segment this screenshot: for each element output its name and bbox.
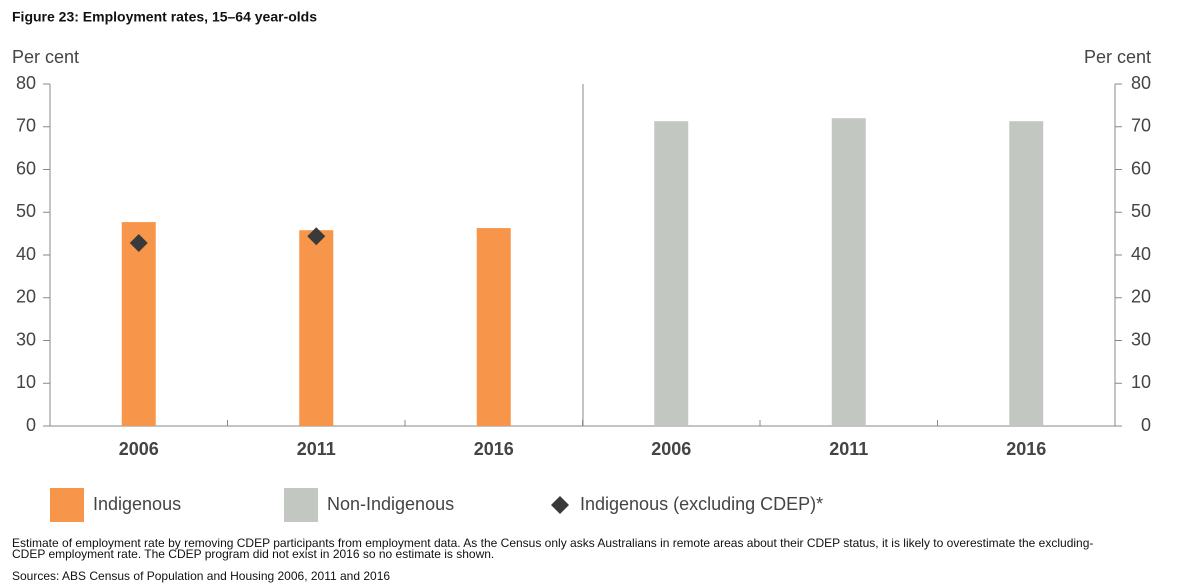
y2-tick-label: 60 <box>1131 158 1151 178</box>
marker <box>307 227 326 246</box>
bar <box>299 230 334 426</box>
y-axis-label: Per cent <box>12 47 79 67</box>
x-tick-label: 2006 <box>651 439 691 459</box>
y2-tick-label: 40 <box>1131 244 1151 264</box>
y-tick-label: 70 <box>16 116 36 136</box>
legend-swatch <box>551 496 569 514</box>
bar <box>654 121 689 426</box>
y-tick-label: 80 <box>16 73 36 93</box>
x-tick-label: 2006 <box>119 439 159 459</box>
y-tick-label: 60 <box>16 158 36 178</box>
bar <box>476 228 511 426</box>
y2-tick-label: 70 <box>1131 116 1151 136</box>
legend-swatch <box>50 488 84 522</box>
y2-axis-label: Per cent <box>1084 47 1151 67</box>
y-tick-label: 0 <box>26 415 36 435</box>
y2-tick-label: 10 <box>1131 372 1151 392</box>
y2-tick-label: 0 <box>1141 415 1151 435</box>
y2-tick-label: 30 <box>1131 329 1151 349</box>
y-tick-label: 10 <box>16 372 36 392</box>
legend-label: Indigenous <box>93 494 181 514</box>
y2-tick-label: 20 <box>1131 287 1151 307</box>
y2-tick-label: 50 <box>1131 201 1151 221</box>
legend-label: Non-Indigenous <box>327 494 454 514</box>
x-tick-label: 2016 <box>474 439 514 459</box>
y-tick-label: 30 <box>16 329 36 349</box>
source: Sources: ABS Census of Population and Ho… <box>12 569 391 583</box>
footnote: Estimate of employment rate by removing … <box>12 536 1094 561</box>
x-tick-label: 2011 <box>297 439 336 459</box>
chart-title: Figure 23: Employment rates, 15–64 year-… <box>12 9 317 25</box>
legend-label: Indigenous (excluding CDEP)* <box>580 494 823 514</box>
bar <box>1009 121 1044 426</box>
bar <box>121 222 156 426</box>
y-tick-label: 50 <box>16 201 36 221</box>
legend-swatch <box>284 488 318 522</box>
marker <box>129 234 148 253</box>
x-tick-label: 2016 <box>1006 439 1046 459</box>
bar <box>831 118 866 426</box>
y-tick-label: 20 <box>16 287 36 307</box>
y-tick-label: 40 <box>16 244 36 264</box>
y2-tick-label: 80 <box>1131 73 1151 93</box>
x-tick-label: 2011 <box>829 439 868 459</box>
